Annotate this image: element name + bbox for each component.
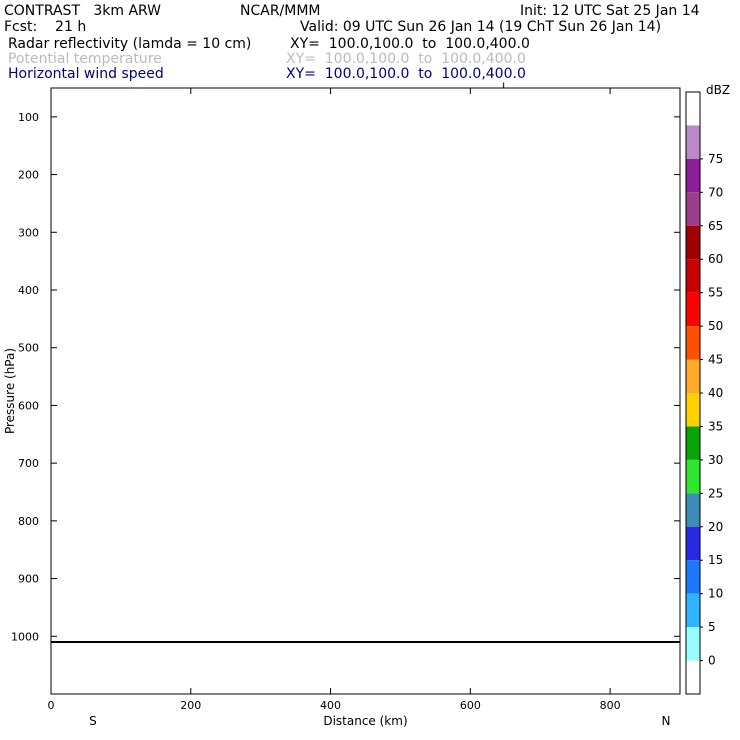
model-title: CONTRAST 3km ARW — [4, 3, 162, 19]
plot-background — [51, 88, 680, 694]
colorbar-level-label: 55 — [708, 286, 723, 300]
colorbar-level-label: 40 — [708, 386, 723, 400]
colorbar-level-label: 5 — [708, 620, 716, 634]
colorbar-swatch — [686, 326, 700, 360]
x-tick-label: 0 — [48, 699, 55, 712]
y-axis-title: Pressure (hPa) — [3, 348, 17, 434]
colorbar-unit: dBZ — [706, 83, 730, 97]
colorbar-swatch — [686, 292, 700, 327]
legend-label-wind: Horizontal wind speed — [8, 66, 164, 82]
colorbar-swatch — [686, 92, 700, 126]
colorbar-level-label: 70 — [708, 185, 723, 199]
valid-time: Valid: 09 UTC Sun 26 Jan 14 (19 ChT Sun … — [300, 19, 662, 35]
colorbar-swatch — [686, 393, 700, 427]
colorbar-swatch — [686, 125, 700, 159]
colorbar-level-label: 0 — [708, 654, 716, 668]
y-tick-label: 600 — [18, 399, 39, 412]
colorbar-level-label: 45 — [708, 353, 723, 367]
colorbar-swatch — [686, 593, 700, 628]
x-tick-label: 200 — [180, 699, 201, 712]
colorbar-level-label: 30 — [708, 453, 723, 467]
legend-label-theta: Potential temperature — [8, 51, 162, 67]
y-tick-label: 500 — [18, 342, 39, 355]
colorbar-level-label: 75 — [708, 152, 723, 166]
y-tick-label: 1000 — [11, 630, 39, 643]
y-tick-label: 900 — [18, 573, 39, 586]
x-tick-label: 400 — [320, 699, 341, 712]
colorbar-level-label: 25 — [708, 486, 723, 500]
colorbar-level-label: 15 — [708, 553, 723, 567]
y-tick-label: 300 — [18, 226, 39, 239]
colorbar-swatch — [686, 526, 700, 561]
colorbar-swatch — [686, 225, 700, 260]
y-tick-label: 200 — [18, 169, 39, 182]
colorbar-level-label: 20 — [708, 520, 723, 534]
y-tick-label: 400 — [18, 284, 39, 297]
colorbar-swatch — [686, 660, 700, 694]
legend-xy-wind: XY= 100.0,100.0 to 100.0,400.0 — [286, 66, 526, 82]
colorbar-swatch — [686, 192, 700, 226]
colorbar-swatch — [686, 426, 700, 460]
south-end-label: S — [89, 714, 97, 728]
colorbar-level-label: 50 — [708, 319, 723, 333]
x-axis-title: Distance (km) — [323, 714, 407, 728]
legend-xy-theta: XY= 100.0,100.0 to 100.0,400.0 — [286, 51, 526, 67]
colorbar-swatch — [686, 158, 700, 193]
colorbar-swatch — [686, 560, 700, 594]
colorbar-swatch — [686, 359, 700, 393]
north-end-label: N — [662, 714, 671, 728]
x-tick-label: 600 — [460, 699, 481, 712]
x-tick-label: 800 — [600, 699, 621, 712]
colorbar-swatch — [686, 259, 700, 293]
forecast-hour: Fcst: 21 h — [4, 19, 87, 35]
colorbar-level-label: 65 — [708, 219, 723, 233]
init-time: Init: 12 UTC Sat 25 Jan 14 — [520, 3, 700, 19]
legend-label-reflectivity: Radar reflectivity (lamda = 10 cm) — [8, 36, 252, 52]
colorbar-swatch — [686, 493, 700, 527]
source-label: NCAR/MMM — [240, 3, 321, 19]
colorbar: dBZ 0 5 10 15 20 25 30 35 40 45 50 55 60 65 70 75 — [685, 83, 730, 695]
colorbar-swatch — [686, 459, 700, 494]
colorbar-swatch — [686, 627, 700, 661]
colorbar-level-label: 35 — [708, 419, 723, 433]
colorbar-level-label: 10 — [708, 587, 723, 601]
y-tick-label: 700 — [18, 457, 39, 470]
legend-xy-reflectivity: XY= 100.0,100.0 to 100.0,400.0 — [290, 36, 530, 52]
colorbar-level-label: 60 — [708, 252, 723, 266]
y-tick-label: 800 — [18, 515, 39, 528]
plot-axes: 100 200 300 400 500 600 700 800 900 1000 0 200 400 60… — [3, 87, 681, 728]
plot-frame — [50, 87, 681, 695]
y-tick-label: 100 — [18, 111, 39, 124]
